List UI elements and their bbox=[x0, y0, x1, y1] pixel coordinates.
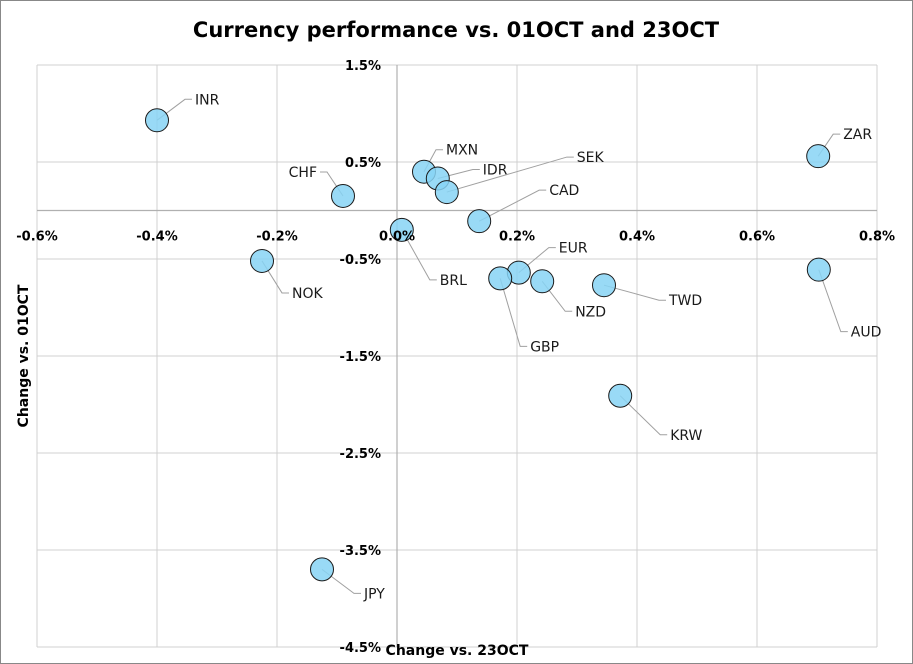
point-label: SEK bbox=[577, 150, 605, 166]
chart-title: Currency performance vs. 01OCT and 23OCT bbox=[193, 18, 720, 42]
leader-line bbox=[261, 260, 289, 294]
x-tick-label: 0.4% bbox=[619, 230, 655, 245]
point-label: CHF bbox=[289, 165, 317, 181]
x-tick-label: -0.6% bbox=[16, 230, 57, 245]
y-tick-label: -2.5% bbox=[340, 447, 381, 462]
point-label: NZD bbox=[575, 304, 606, 320]
y-tick-label: -3.5% bbox=[340, 544, 381, 559]
data-point bbox=[250, 248, 274, 273]
data-point bbox=[389, 217, 414, 242]
data-point bbox=[608, 383, 633, 408]
point-label: IDR bbox=[483, 162, 508, 178]
y-tick-label: 1.5% bbox=[345, 59, 381, 74]
y-axis-title: Change vs. 01OCT bbox=[16, 284, 32, 427]
point-label: BRL bbox=[440, 273, 467, 289]
point-label: TWD bbox=[668, 293, 702, 309]
point-label: INR bbox=[195, 92, 220, 108]
point-label: CAD bbox=[549, 183, 579, 199]
x-tick-label: 0.6% bbox=[739, 230, 775, 245]
point-label: EUR bbox=[559, 241, 588, 257]
x-tick-label: 0.2% bbox=[499, 230, 535, 245]
point-labels: INR CHF MXN IDR SEK CAD BRL NOK EUR GBP NZD TWD AUD Z… bbox=[156, 92, 882, 602]
y-tick-label: 0.5% bbox=[345, 156, 381, 171]
leader-line bbox=[541, 281, 573, 312]
leader-line bbox=[437, 168, 480, 179]
point-label: AUD bbox=[851, 325, 882, 341]
point-label: GBP bbox=[530, 339, 559, 355]
data-point bbox=[806, 144, 831, 169]
x-tick-label: -0.4% bbox=[136, 230, 177, 245]
leader-line bbox=[603, 284, 666, 301]
point-label: ZAR bbox=[843, 127, 872, 143]
leader-line bbox=[401, 229, 437, 281]
data-point bbox=[434, 180, 459, 205]
x-tick-label: 0.0% bbox=[379, 230, 415, 245]
y-tick-label: -0.5% bbox=[340, 253, 381, 268]
leader-line bbox=[499, 278, 528, 347]
leader-line bbox=[321, 569, 361, 594]
data-point bbox=[592, 273, 616, 298]
point-label: JPY bbox=[363, 586, 385, 602]
x-axis-title: Change vs. 23OCT bbox=[386, 643, 529, 659]
data-point bbox=[145, 108, 169, 133]
leader-line bbox=[518, 247, 556, 273]
leader-line bbox=[446, 156, 574, 193]
data-point bbox=[530, 269, 555, 294]
y-tick-label: -4.5% bbox=[340, 641, 381, 656]
data-points bbox=[145, 108, 831, 582]
leader-line bbox=[818, 269, 848, 333]
point-label: KRW bbox=[670, 428, 702, 444]
point-label: NOK bbox=[292, 286, 323, 302]
leader-line bbox=[619, 395, 668, 436]
data-point bbox=[467, 209, 492, 234]
point-label: MXN bbox=[446, 143, 478, 159]
tick-labels: -0.6% -0.4% -0.2% 0.0% 0.2% 0.4% 0.6% 0.8% 1.5% 0… bbox=[16, 59, 895, 656]
data-point bbox=[806, 257, 831, 282]
data-point bbox=[331, 183, 355, 208]
x-tick-label: 0.8% bbox=[859, 230, 895, 245]
gridlines bbox=[36, 64, 878, 648]
data-point bbox=[488, 266, 513, 291]
data-point bbox=[310, 557, 334, 582]
x-tick-label: -0.2% bbox=[256, 230, 297, 245]
leader-line bbox=[478, 189, 547, 222]
y-tick-label: -1.5% bbox=[340, 350, 381, 365]
